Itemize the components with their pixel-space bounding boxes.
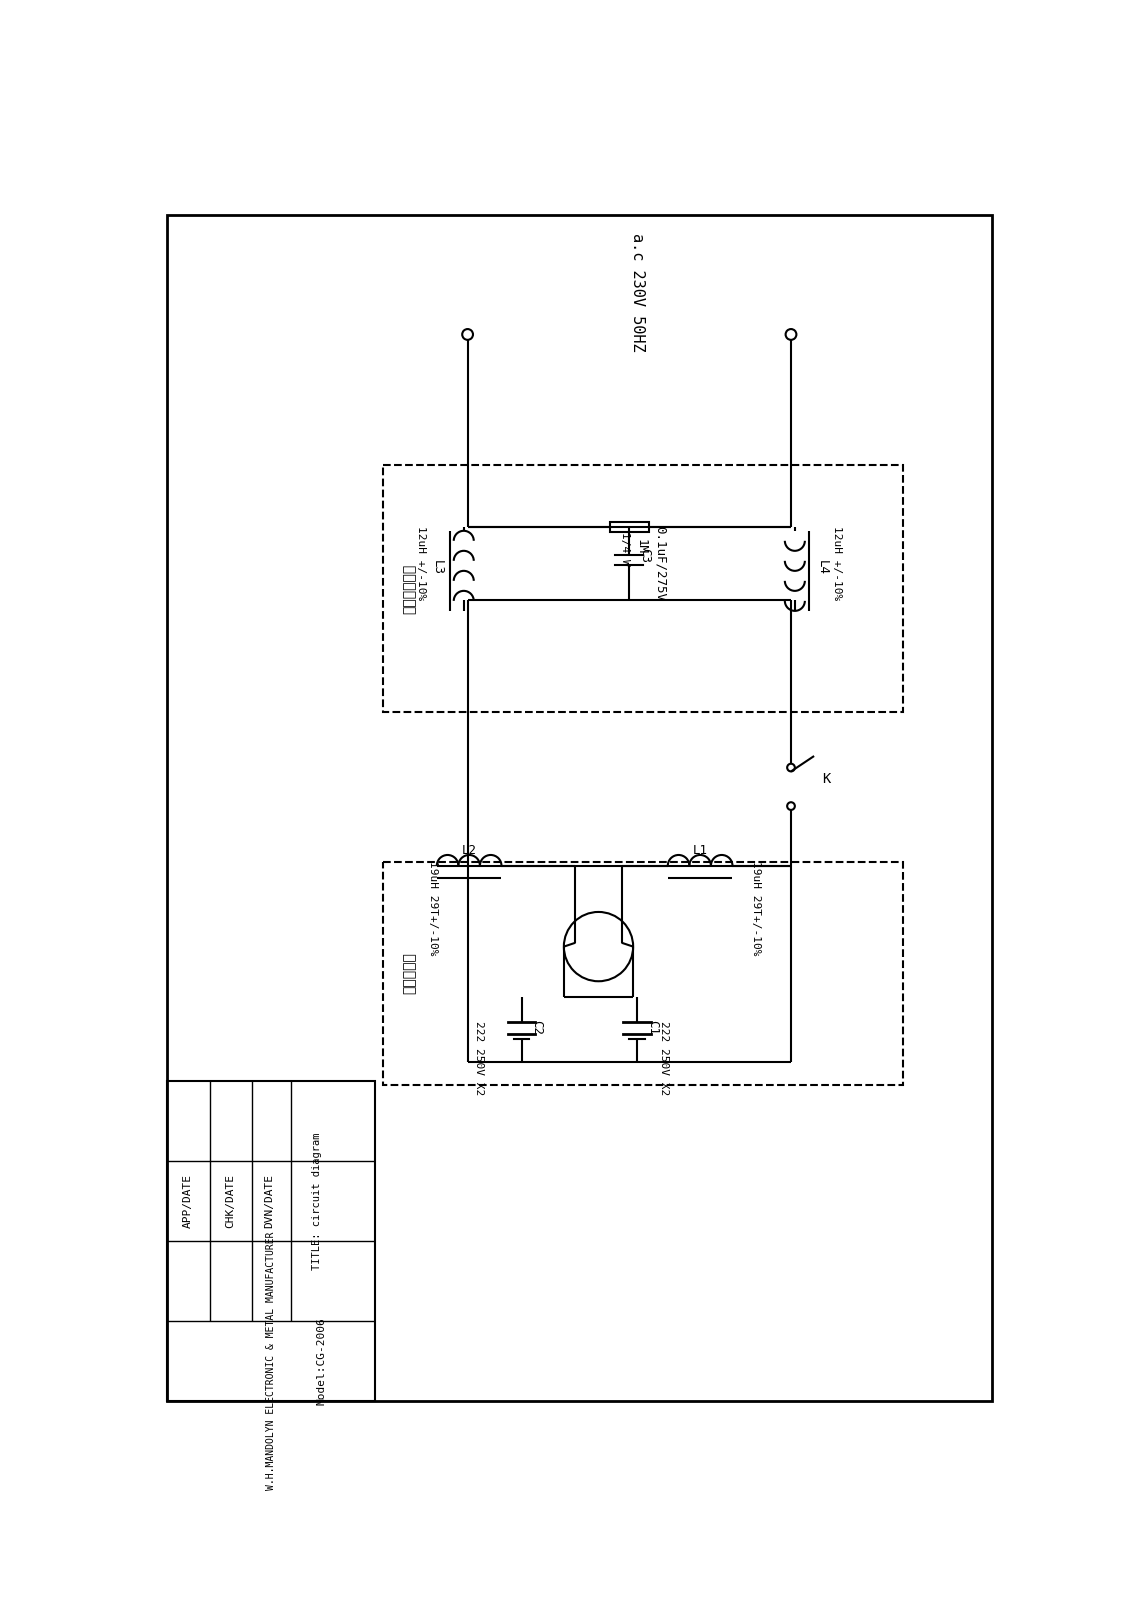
Text: L2: L2 [461, 843, 476, 858]
Text: 1/4 W: 1/4 W [621, 531, 630, 565]
Text: C1: C1 [646, 1019, 659, 1035]
Text: W.H.MANDOLYN ELECTRONIC & METAL MANUFACTURER: W.H.MANDOLYN ELECTRONIC & METAL MANUFACT… [266, 1232, 276, 1490]
Text: C2: C2 [530, 1019, 543, 1035]
Text: CHK/DATE: CHK/DATE [225, 1174, 235, 1229]
Text: 222 250V X2: 222 250V X2 [659, 1021, 668, 1096]
Bar [610, 522, 648, 533]
Text: C3: C3 [638, 547, 651, 563]
Bar [383, 466, 903, 712]
Text: DVN/DATE: DVN/DATE [265, 1174, 275, 1229]
Text: Model:CG-2006: Model:CG-2006 [317, 1317, 327, 1405]
Text: 222 250V X2: 222 250V X2 [474, 1021, 484, 1096]
Bar [383, 862, 903, 1085]
Bar [167, 1082, 375, 1402]
Text: K: K [822, 773, 830, 786]
Text: 12uH +/-10%: 12uH +/-10% [416, 526, 426, 600]
Text: 19uH 29T+/-10%: 19uH 29T+/-10% [751, 861, 760, 955]
Text: 滤波电路单件: 滤波电路单件 [403, 563, 417, 614]
Text: a.c 230V 50HZ: a.c 230V 50HZ [630, 232, 645, 352]
Text: APP/DATE: APP/DATE [183, 1174, 193, 1229]
Text: 19uH 29T+/-10%: 19uH 29T+/-10% [428, 861, 438, 955]
Text: 12uH +/-10%: 12uH +/-10% [832, 526, 843, 600]
Text: 1M: 1M [634, 539, 647, 554]
Text: L4: L4 [815, 560, 828, 574]
Text: 0.1uF/275V: 0.1uF/275V [654, 526, 666, 600]
Text: L3: L3 [430, 560, 443, 574]
Text: 干扰滤波器: 干扰滤波器 [403, 952, 417, 995]
Text: L1: L1 [692, 843, 708, 858]
Text: TITLE: circuit diagram: TITLE: circuit diagram [312, 1133, 322, 1270]
